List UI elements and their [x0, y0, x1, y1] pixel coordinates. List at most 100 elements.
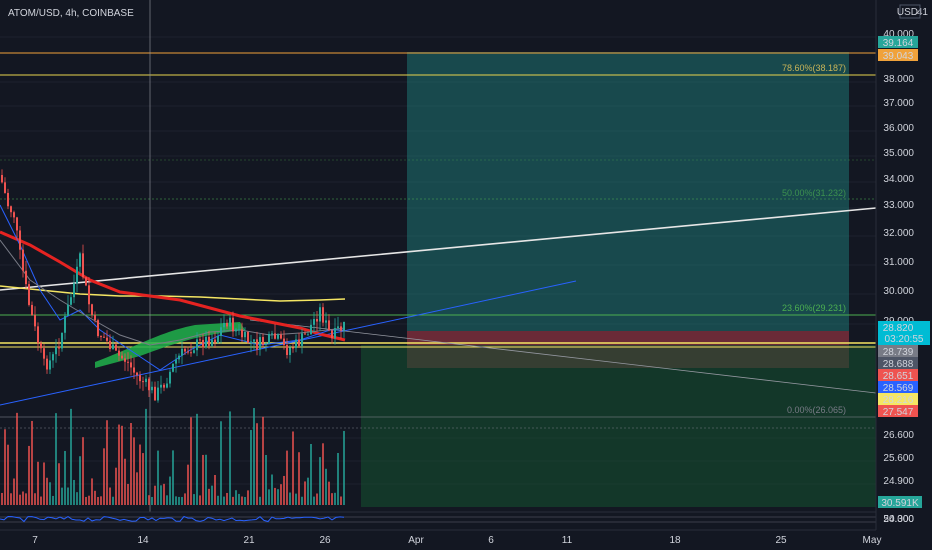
candle-body[interactable]: [250, 341, 252, 343]
candle-body[interactable]: [160, 384, 162, 388]
candle-body[interactable]: [178, 355, 180, 360]
candle-body[interactable]: [181, 348, 183, 356]
candle-body[interactable]: [157, 387, 159, 401]
candle-body[interactable]: [223, 322, 225, 328]
candle-body[interactable]: [163, 384, 165, 388]
candle-body[interactable]: [283, 338, 285, 345]
candle-body[interactable]: [319, 307, 321, 322]
candle-body[interactable]: [199, 339, 201, 341]
candle-body[interactable]: [214, 339, 216, 343]
candle-body[interactable]: [328, 320, 330, 331]
candle-body[interactable]: [259, 337, 261, 350]
candle-body[interactable]: [100, 336, 102, 338]
candle-body[interactable]: [226, 322, 228, 327]
candle-body[interactable]: [334, 328, 336, 339]
candle-body[interactable]: [118, 350, 120, 356]
candle-body[interactable]: [238, 329, 240, 331]
candle-body[interactable]: [253, 339, 255, 342]
candle-body[interactable]: [313, 319, 315, 325]
candle-body[interactable]: [337, 326, 339, 329]
candle-body[interactable]: [148, 378, 150, 391]
candle-body[interactable]: [97, 320, 99, 337]
candle-body[interactable]: [211, 339, 213, 346]
candle-body[interactable]: [232, 317, 234, 332]
candle-body[interactable]: [10, 206, 12, 213]
ma-blue[interactable]: [0, 204, 345, 371]
candle-body[interactable]: [196, 339, 198, 351]
candle-body[interactable]: [304, 333, 306, 335]
price-axis[interactable]: [876, 0, 932, 550]
candle-body[interactable]: [208, 336, 210, 346]
candle-body[interactable]: [322, 307, 324, 323]
candle-body[interactable]: [298, 339, 300, 346]
candle-body[interactable]: [268, 333, 270, 344]
candle-body[interactable]: [289, 347, 291, 355]
candle-body[interactable]: [271, 333, 273, 335]
candle-body[interactable]: [184, 348, 186, 352]
candle-body[interactable]: [58, 346, 60, 349]
candle-body[interactable]: [106, 337, 108, 341]
profit-zone[interactable]: [407, 52, 849, 331]
candle-body[interactable]: [145, 378, 147, 383]
candle-body[interactable]: [25, 270, 27, 285]
candle-body[interactable]: [43, 348, 45, 359]
candle-body[interactable]: [175, 359, 177, 364]
candles[interactable]: [1, 169, 345, 403]
candle-body[interactable]: [103, 336, 105, 338]
candle-body[interactable]: [28, 284, 30, 305]
candle-body[interactable]: [265, 343, 267, 345]
candle-body[interactable]: [4, 182, 6, 193]
time-axis[interactable]: [0, 530, 876, 550]
candle-body[interactable]: [139, 375, 141, 382]
ma-red[interactable]: [0, 230, 346, 342]
candle-body[interactable]: [154, 386, 156, 401]
candle-body[interactable]: [94, 314, 96, 321]
candle-body[interactable]: [1, 175, 3, 183]
candle-body[interactable]: [229, 317, 231, 327]
candle-body[interactable]: [292, 347, 294, 349]
trendline-blue[interactable]: [0, 280, 577, 406]
candle-body[interactable]: [76, 266, 78, 284]
candle-body[interactable]: [241, 329, 243, 338]
candle-body[interactable]: [55, 346, 57, 355]
candle-body[interactable]: [142, 381, 144, 383]
candle-body[interactable]: [88, 285, 90, 305]
long-position-tool[interactable]: [407, 52, 849, 368]
trendline-gray[interactable]: [249, 319, 877, 394]
candle-body[interactable]: [40, 343, 42, 349]
candle-body[interactable]: [124, 358, 126, 362]
currency-box[interactable]: [899, 4, 921, 19]
candle-body[interactable]: [52, 354, 54, 361]
candle-body[interactable]: [169, 371, 171, 384]
candle-body[interactable]: [295, 339, 297, 349]
candle-body[interactable]: [205, 336, 207, 348]
trendline-white[interactable]: [0, 207, 877, 291]
candle-body[interactable]: [310, 324, 312, 335]
candle-body[interactable]: [277, 334, 279, 339]
candle-body[interactable]: [190, 352, 192, 354]
candle-body[interactable]: [64, 316, 66, 333]
candle-body[interactable]: [301, 333, 303, 346]
candle-body[interactable]: [46, 358, 48, 370]
candle-body[interactable]: [112, 344, 114, 350]
candle-body[interactable]: [244, 332, 246, 338]
candle-body[interactable]: [19, 230, 21, 250]
candle-body[interactable]: [7, 192, 9, 207]
symbol-title[interactable]: ATOM/USD, 4h, COINBASE: [8, 8, 134, 19]
candle-body[interactable]: [286, 344, 288, 355]
candle-body[interactable]: [136, 372, 138, 376]
candle-body[interactable]: [61, 332, 63, 349]
candle-body[interactable]: [340, 326, 342, 331]
candle-body[interactable]: [316, 319, 318, 322]
candle-body[interactable]: [13, 212, 15, 218]
candle-body[interactable]: [91, 304, 93, 315]
candle-body[interactable]: [22, 249, 24, 271]
candle-body[interactable]: [262, 337, 264, 345]
candle-body[interactable]: [235, 329, 237, 332]
candle-body[interactable]: [193, 350, 195, 353]
candle-body[interactable]: [67, 304, 69, 317]
candle-body[interactable]: [217, 335, 219, 343]
candle-body[interactable]: [274, 333, 276, 339]
ma-yellow[interactable]: [0, 285, 346, 302]
